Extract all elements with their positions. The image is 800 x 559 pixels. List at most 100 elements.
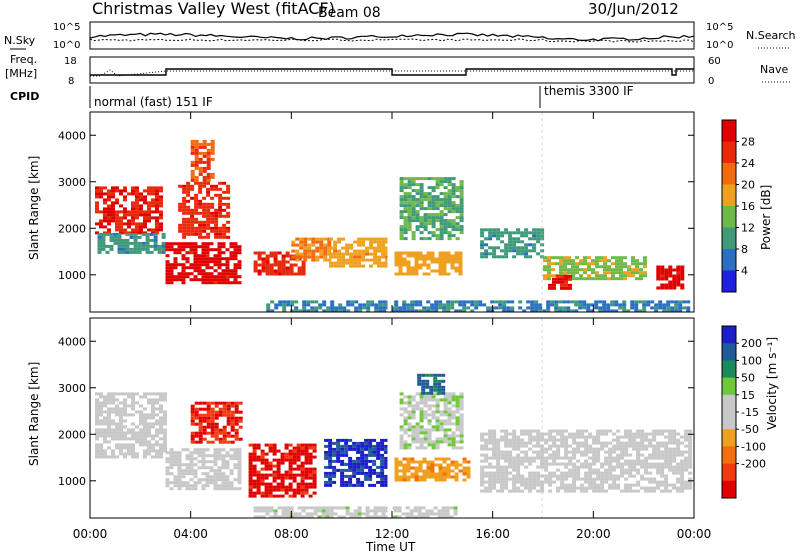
scatter-cell: [672, 438, 677, 442]
scatter-cell: [398, 306, 403, 310]
scatter-cell: [222, 431, 227, 435]
scatter-cell: [222, 434, 227, 438]
scatter-cell: [264, 452, 269, 456]
scatter-cell: [286, 303, 291, 307]
scatter-cell: [652, 456, 657, 460]
scatter-cell: [438, 466, 443, 470]
scatter-cell: [198, 223, 203, 227]
scatter-cell: [614, 300, 619, 304]
scatter-cell: [455, 189, 460, 193]
scatter-cell: [399, 204, 404, 208]
scatter-cell: [340, 468, 345, 472]
scatter-cell: [338, 309, 343, 313]
scatter-cell: [198, 145, 203, 149]
scatter-cell: [488, 438, 493, 442]
scatter-cell: [197, 451, 202, 455]
scatter-cell: [214, 214, 219, 218]
scatter-cell: [349, 515, 354, 519]
scatter-cell: [568, 286, 572, 290]
scatter-cell: [672, 471, 677, 475]
scatter-cell: [299, 252, 304, 256]
scatter-cell: [598, 306, 603, 310]
scatter-cell: [97, 244, 102, 248]
scatter-cell: [194, 217, 199, 221]
scatter-cell: [603, 271, 607, 275]
scatter-cell: [373, 237, 378, 241]
scatter-cell: [516, 471, 521, 475]
scatter-cell: [451, 395, 456, 399]
scatter-cell: [608, 483, 613, 487]
scatter-cell: [190, 148, 195, 152]
nsky-label: N.Sky: [4, 34, 36, 47]
scatter-cell: [202, 211, 207, 215]
scatter-cell: [198, 190, 203, 194]
scatter-cell: [399, 401, 404, 405]
scatter-cell: [115, 198, 119, 202]
scatter-cell: [580, 435, 585, 439]
scatter-cell: [684, 468, 689, 472]
scatter-cell: [568, 444, 573, 448]
scatter-cell: [398, 475, 403, 479]
scatter-cell: [357, 237, 362, 241]
scatter-cell: [139, 428, 143, 432]
scatter-cell: [229, 275, 234, 279]
scatter-cell: [264, 458, 269, 462]
scatter-cell: [572, 438, 577, 442]
scatter-cell: [676, 265, 681, 269]
scatter-cell: [536, 237, 541, 241]
colorbar-tick-label: 200: [741, 337, 762, 350]
scatter-cell: [427, 201, 432, 205]
scatter-cell: [131, 201, 135, 205]
scatter-cell: [264, 482, 269, 486]
scatter-cell: [544, 474, 549, 478]
scatter-cell: [624, 459, 629, 463]
scatter-cell: [151, 410, 155, 414]
scatter-cell: [688, 459, 693, 463]
scatter-cell: [149, 232, 154, 236]
scatter-cell: [399, 177, 404, 181]
scatter-cell: [113, 232, 118, 236]
scatter-cell: [273, 254, 278, 258]
scatter-cell: [488, 480, 493, 484]
scatter-cell: [284, 476, 289, 480]
scatter-cell: [151, 455, 155, 459]
scatter-cell: [143, 452, 147, 456]
scatter-cell: [652, 435, 657, 439]
scatter-cell: [516, 252, 521, 256]
scatter-cell: [423, 195, 428, 199]
scatter-cell: [190, 211, 195, 215]
scatter-cell: [644, 477, 649, 481]
scatter-cell: [372, 444, 377, 448]
scatter-cell: [516, 465, 521, 469]
scatter-cell: [177, 454, 182, 458]
scatter-cell: [643, 259, 647, 263]
scatter-cell: [165, 248, 170, 252]
scatter-cell: [288, 458, 293, 462]
scatter-cell: [131, 186, 135, 190]
scatter-cell: [556, 447, 561, 451]
scatter-cell: [210, 419, 215, 423]
scatter-cell: [484, 453, 489, 457]
scatter-cell: [272, 470, 277, 474]
scatter-cell: [260, 476, 265, 480]
scatter-cell: [206, 190, 211, 194]
scatter-cell: [217, 275, 222, 279]
scatter-cell: [189, 478, 194, 482]
scatter-cell: [97, 247, 102, 251]
scatter-cell: [348, 438, 353, 442]
scatter-cell: [530, 303, 535, 307]
scatter-cell: [418, 266, 423, 270]
scatter-cell: [399, 425, 404, 429]
scatter-cell: [636, 462, 641, 466]
scatter-cell: [516, 441, 521, 445]
scatter-cell: [604, 468, 609, 472]
scatter-cell: [632, 441, 637, 445]
scatter-cell: [648, 441, 653, 445]
scatter-cell: [524, 228, 529, 232]
scatter-cell: [592, 447, 597, 451]
scatter-cell: [328, 462, 333, 466]
scatter-cell: [296, 443, 301, 447]
scatter-cell: [443, 177, 448, 181]
scatter-cell: [380, 483, 385, 487]
